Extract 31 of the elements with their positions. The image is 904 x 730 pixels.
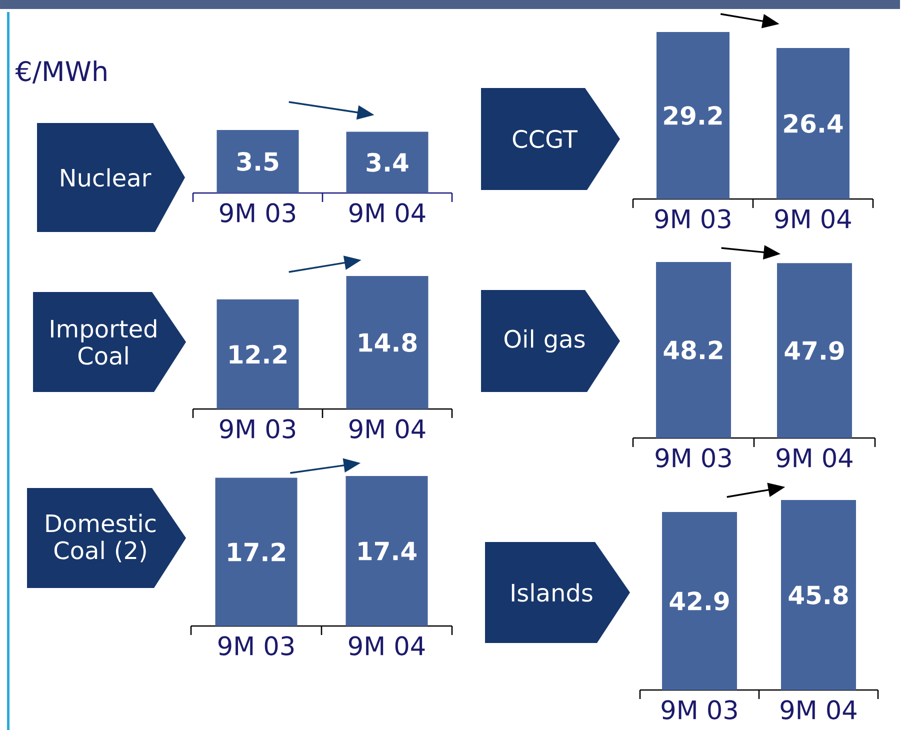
x-tick-label: 9M 04 (780, 700, 856, 720)
data-label: 17.4 (358, 542, 416, 560)
data-label: 42.9 (670, 592, 729, 610)
data-label: 26.4 (784, 114, 843, 133)
x-tick-label: 9M 03 (656, 448, 731, 468)
x-tick-label: 9M 04 (775, 209, 851, 228)
data-label: 12.2 (230, 344, 286, 364)
x-tick-label: 9M 04 (776, 448, 852, 468)
x-tick-label: 9M 03 (218, 636, 294, 656)
x-tick-label: 9M 03 (220, 203, 296, 222)
text: CCGT (512, 130, 578, 148)
text: Islands (512, 583, 592, 602)
data-label: 29.2 (664, 106, 722, 125)
data-label: 47.9 (784, 341, 844, 360)
data-label: 14.8 (359, 333, 417, 352)
data-label: 48.2 (664, 340, 722, 360)
data-label: 3.5 (237, 152, 278, 171)
text: Nuclear (61, 168, 152, 187)
data-label: 3.4 (366, 152, 408, 172)
x-tick-label: 9M 03 (662, 700, 737, 720)
text: Oil gas (504, 329, 585, 353)
text: Imported Coal (51, 319, 156, 365)
x-tick-label: 9M 03 (655, 209, 730, 228)
data-label: 17.2 (228, 542, 285, 562)
text: Domestic Coal (2) (46, 514, 156, 562)
x-tick-label: 9M 03 (220, 419, 296, 438)
x-tick-label: 9M 04 (348, 636, 425, 656)
x-tick-label: 9M 04 (349, 419, 426, 438)
x-tick-label: 9M 04 (349, 203, 426, 222)
text: €/MWh (15, 60, 106, 84)
data-label: 45.8 (788, 586, 848, 604)
